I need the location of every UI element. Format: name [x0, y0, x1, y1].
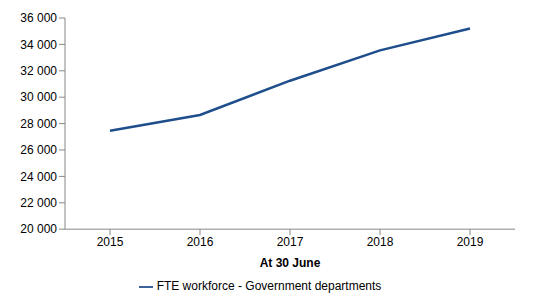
svg-text:20 000: 20 000 — [20, 222, 57, 236]
svg-text:22 000: 22 000 — [20, 196, 57, 210]
svg-text:34 000: 34 000 — [20, 38, 57, 52]
svg-text:2019: 2019 — [457, 235, 484, 249]
svg-text:28 000: 28 000 — [20, 117, 57, 131]
svg-text:36 000: 36 000 — [20, 11, 57, 25]
html-text:FTE workforce - Government dep: FTE workforce - Government departments — [156, 279, 382, 294]
svg-text:2018: 2018 — [367, 235, 394, 249]
svg-text:32 000: 32 000 — [20, 64, 57, 78]
svg-text:24 000: 24 000 — [20, 170, 57, 184]
svg-text:26 000: 26 000 — [20, 143, 57, 157]
svg-text:30 000: 30 000 — [20, 90, 57, 104]
svg-text:2017: 2017 — [277, 235, 304, 249]
svg-text:2015: 2015 — [97, 235, 124, 249]
svg-text:2016: 2016 — [187, 235, 214, 249]
svg-text:At 30 June: At 30 June — [260, 256, 321, 270]
